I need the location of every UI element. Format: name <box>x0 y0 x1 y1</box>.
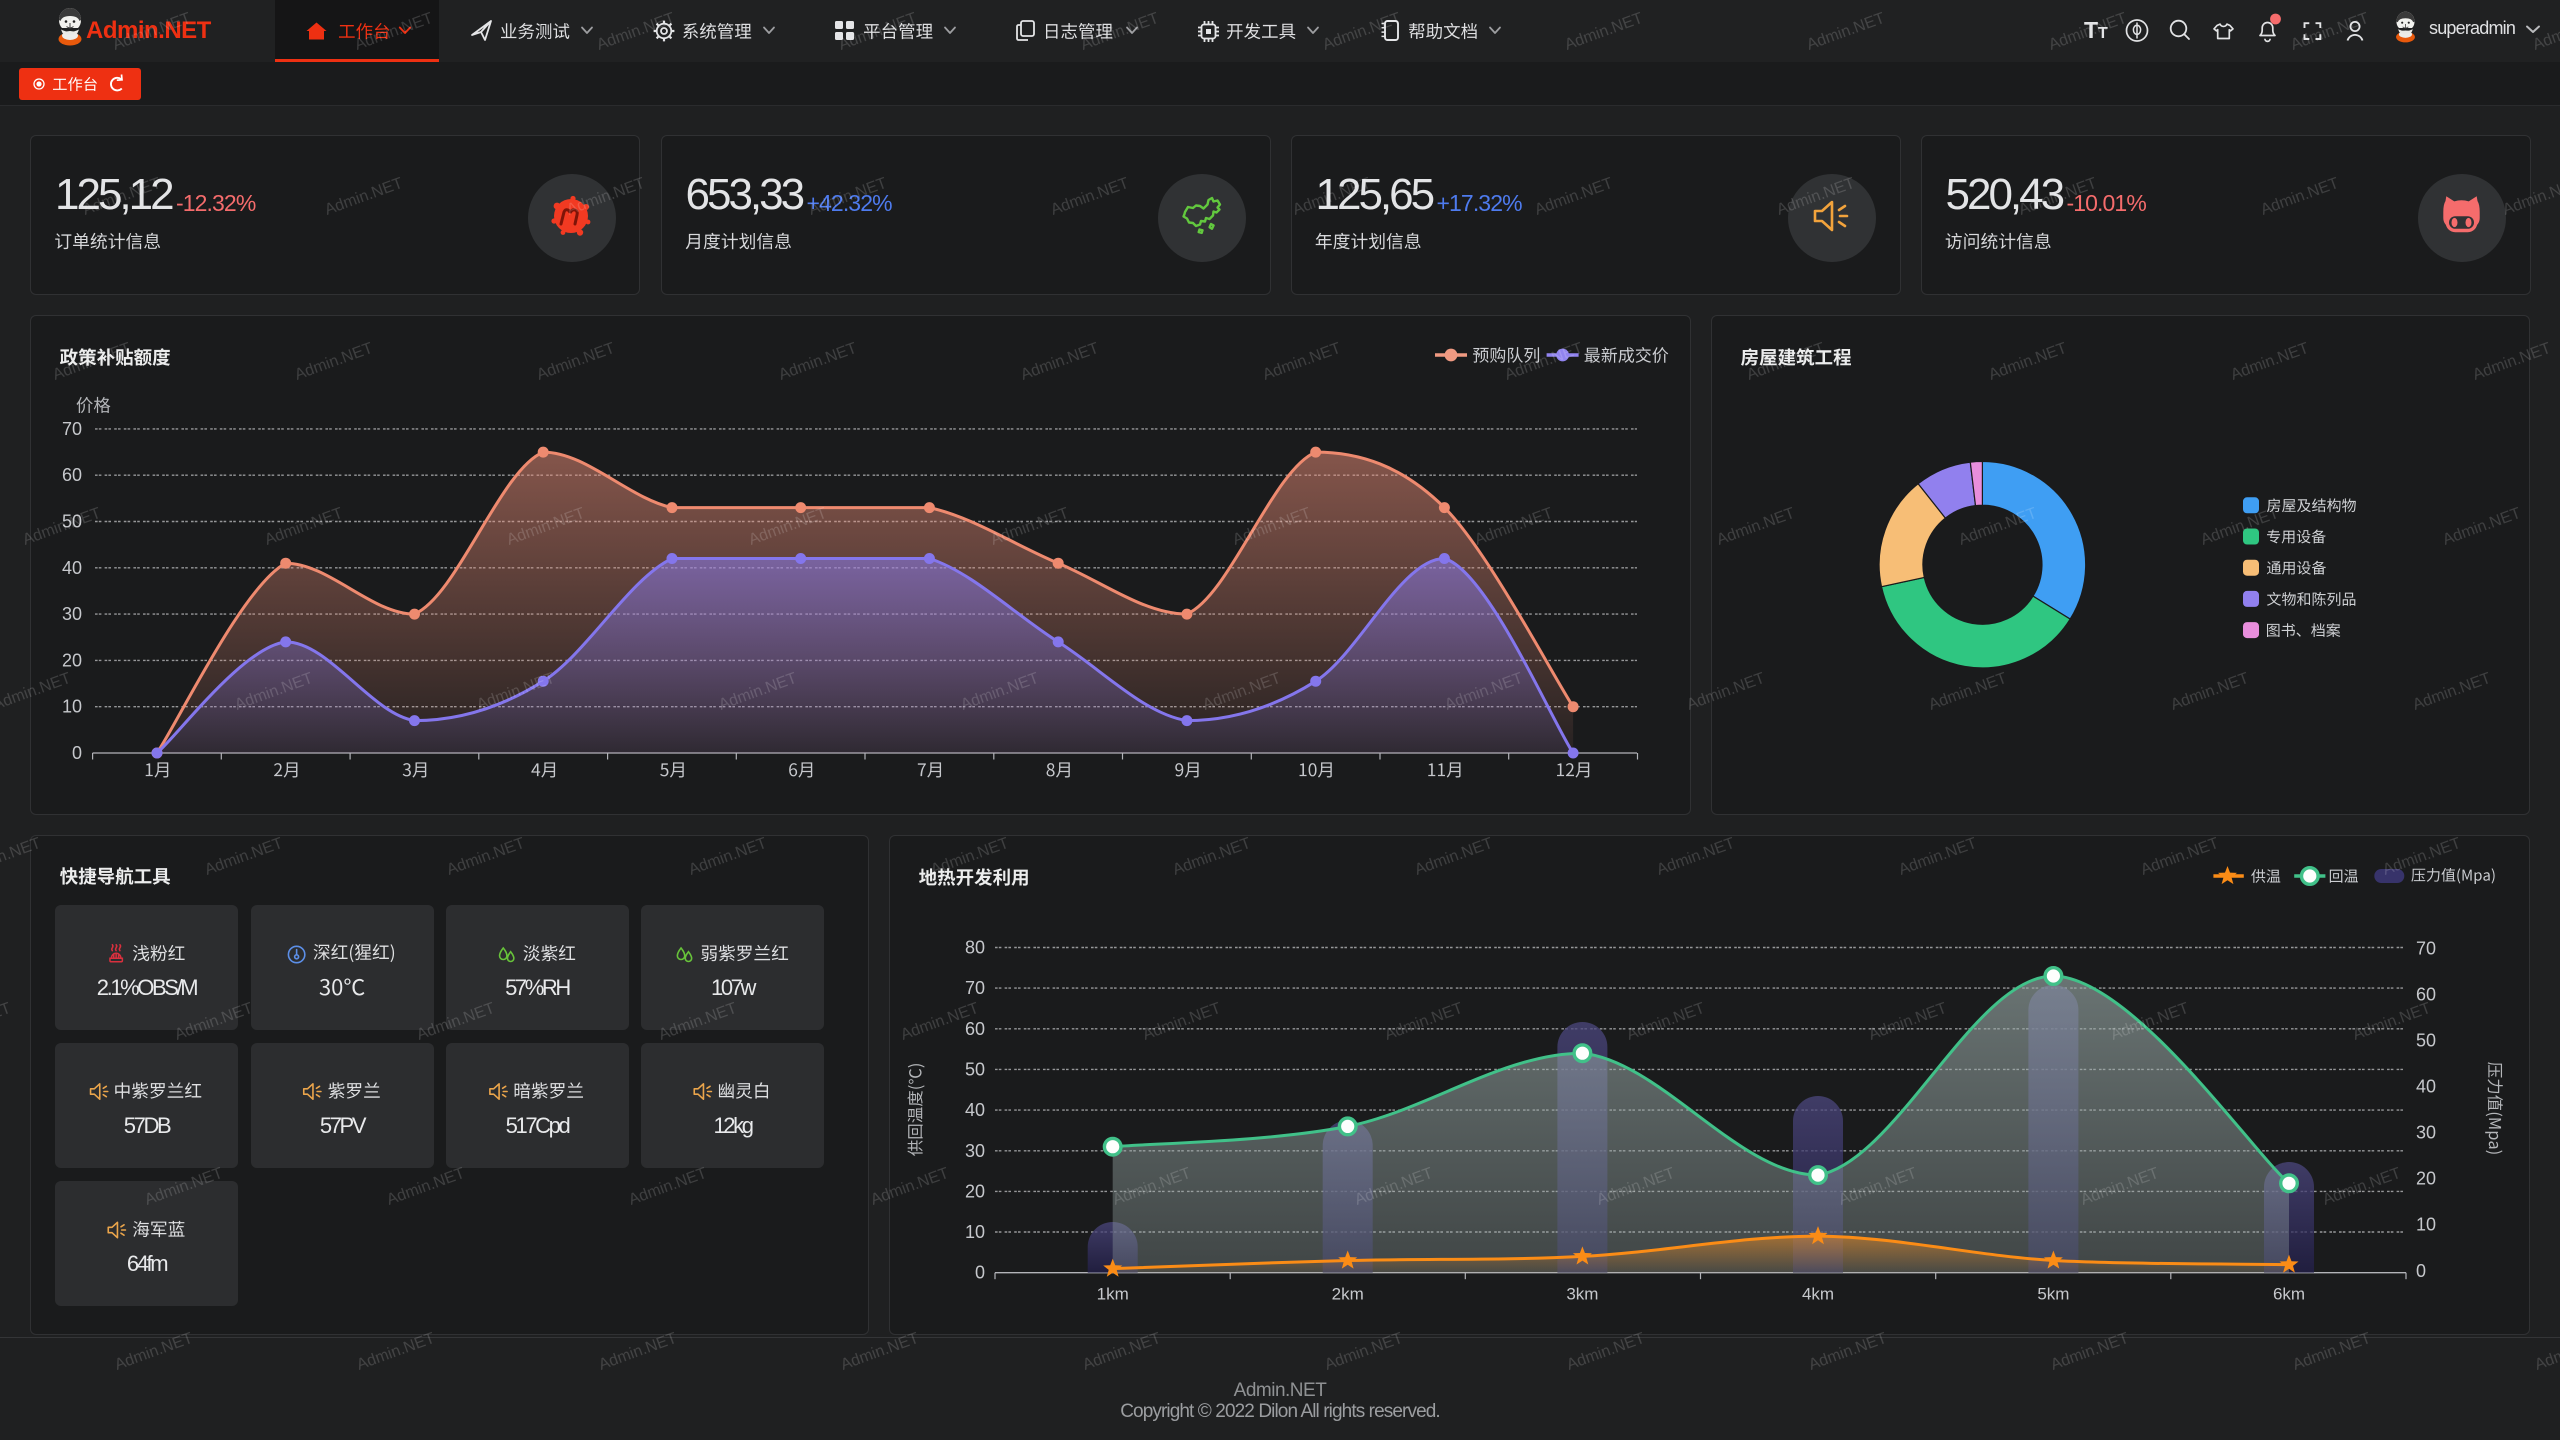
svg-text:Admin.NET: Admin.NET <box>0 1000 13 1044</box>
